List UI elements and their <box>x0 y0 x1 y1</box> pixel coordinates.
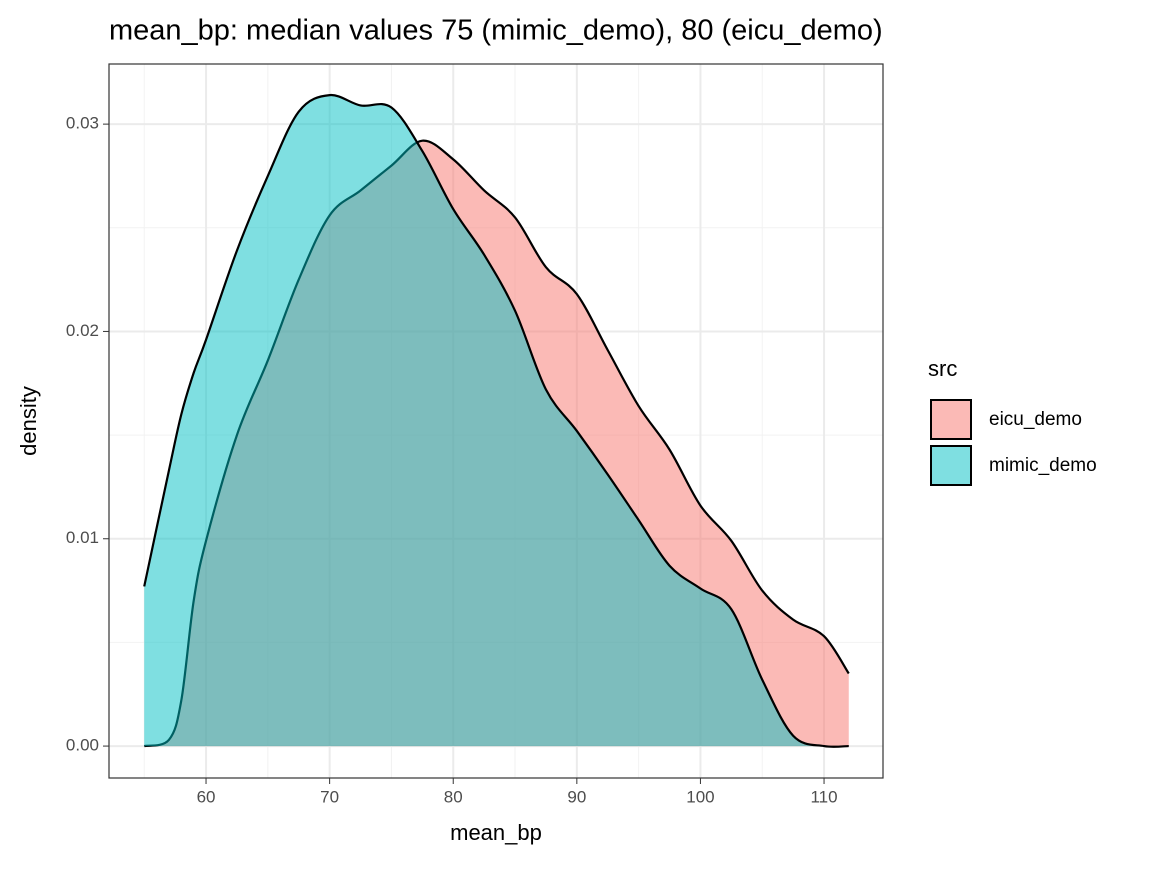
legend-label: mimic_demo <box>989 455 1097 476</box>
legend-title: src <box>928 356 957 381</box>
density-line <box>143 93 849 748</box>
x-axis-label: mean_bp <box>450 820 542 845</box>
y-tick-label: 0.03 <box>66 114 99 133</box>
x-tick-label: 90 <box>567 787 586 806</box>
legend-label: eicu_demo <box>989 409 1082 430</box>
x-tick-label: 70 <box>320 787 339 806</box>
legend-swatch <box>930 445 972 486</box>
y-tick-label: 0.00 <box>66 736 99 755</box>
x-tick-label: 60 <box>197 787 216 806</box>
y-tick-label: 0.02 <box>66 321 99 340</box>
y-axis-label: density <box>16 386 41 456</box>
chart-title: mean_bp: median values 75 (mimic_demo), … <box>109 15 883 47</box>
panel-border <box>108 63 884 779</box>
x-tick-label: 80 <box>444 787 463 806</box>
x-tick-label: 100 <box>686 787 714 806</box>
density-area <box>144 95 849 747</box>
x-tick-label: 110 <box>810 787 837 806</box>
legend-swatch <box>930 399 972 440</box>
y-tick-label: 0.01 <box>66 528 99 547</box>
